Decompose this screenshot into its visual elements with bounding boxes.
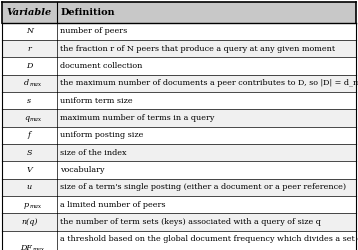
- Bar: [2, 179, 356, 196]
- Text: DF: DF: [20, 244, 32, 250]
- Text: uniform posting size: uniform posting size: [60, 132, 143, 140]
- Text: N: N: [26, 28, 33, 36]
- Text: size of the index: size of the index: [60, 149, 126, 157]
- Bar: [2, 58, 356, 75]
- Text: f: f: [28, 132, 31, 140]
- Text: D: D: [26, 62, 33, 70]
- Text: maximum number of terms in a query: maximum number of terms in a query: [60, 114, 214, 122]
- Text: r: r: [28, 45, 32, 53]
- Text: size of a term's single posting (either a document or a peer reference): size of a term's single posting (either …: [60, 183, 346, 191]
- Text: a limited number of peers: a limited number of peers: [60, 201, 165, 209]
- Text: the fraction r of N peers that produce a query at any given moment: the fraction r of N peers that produce a…: [60, 45, 335, 53]
- Text: S: S: [27, 149, 32, 157]
- Bar: [2, 75, 356, 92]
- Text: max: max: [30, 204, 42, 209]
- Bar: [2, 127, 356, 144]
- Text: d: d: [24, 80, 29, 88]
- Text: Variable: Variable: [7, 8, 52, 17]
- Bar: [2, 2, 356, 23]
- Text: u: u: [27, 183, 32, 191]
- Text: the maximum number of documents a peer contributes to D, so |D| = d_maxN: the maximum number of documents a peer c…: [60, 80, 358, 88]
- Bar: [2, 40, 356, 58]
- Text: V: V: [26, 166, 32, 174]
- Bar: [2, 144, 356, 162]
- Text: Definition: Definition: [61, 8, 116, 17]
- Bar: [2, 110, 356, 127]
- Text: uniform term size: uniform term size: [60, 97, 132, 105]
- Text: document collection: document collection: [60, 62, 142, 70]
- Text: p: p: [24, 201, 29, 209]
- Text: max: max: [33, 247, 45, 250]
- Text: max: max: [30, 82, 42, 87]
- Text: vocabulary: vocabulary: [60, 166, 105, 174]
- Bar: [2, 92, 356, 110]
- Text: number of peers: number of peers: [60, 28, 127, 36]
- Text: a threshold based on the global document frequency which divides a set of: a threshold based on the global document…: [60, 235, 358, 243]
- Bar: [2, 231, 356, 250]
- Text: max: max: [30, 117, 42, 122]
- Text: s: s: [27, 97, 32, 105]
- Text: q: q: [24, 114, 29, 122]
- Bar: [2, 196, 356, 213]
- Text: n(q): n(q): [21, 218, 38, 226]
- Text: the number of term sets (keys) associated with a query of size q: the number of term sets (keys) associate…: [60, 218, 321, 226]
- Bar: [2, 213, 356, 231]
- Bar: [2, 23, 356, 40]
- Bar: [2, 162, 356, 179]
